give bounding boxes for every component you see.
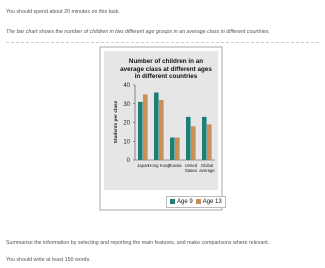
description: The bar chart shows the number of childr… [6, 29, 270, 35]
bar [154, 92, 159, 160]
prompt: Summarise the information by selecting a… [6, 240, 270, 246]
x-tick-label: United States [184, 163, 198, 173]
chart-title: Number of children in an average class a… [120, 58, 212, 80]
legend-item: Age 13 [195, 198, 222, 206]
x-tick-label: Japan [137, 163, 149, 168]
word-limit: You should write at least 150 words. [6, 257, 91, 263]
legend-label: Age 9 [177, 199, 193, 206]
divider [6, 42, 319, 43]
bar [175, 137, 180, 160]
bar [207, 124, 212, 160]
legend-swatch [195, 198, 201, 204]
bar [186, 116, 191, 160]
y-tick-label: 0 [127, 158, 131, 164]
legend-label: Age 13 [202, 199, 222, 206]
bar [143, 94, 148, 160]
legend-item: Age 9 [170, 198, 193, 206]
legend: Age 9 Age 13 [166, 196, 226, 208]
bar [159, 100, 164, 160]
y-tick-label: 10 [123, 139, 130, 145]
instruction: You should spend about 20 minutes on thi… [6, 9, 120, 15]
y-axis-label: Students per class [113, 100, 119, 143]
x-tick-label: Russia [168, 163, 182, 168]
bar [170, 137, 175, 160]
y-tick-label: 30 [123, 102, 130, 108]
y-tick-label: 40 [123, 83, 130, 89]
x-tick-label: Global average [199, 163, 215, 173]
bar [202, 116, 207, 160]
bar [138, 101, 143, 160]
y-tick-label: 20 [123, 121, 130, 127]
bar [191, 126, 196, 160]
x-tick-label: Hong Kong [148, 163, 170, 168]
legend-swatch [170, 198, 175, 204]
